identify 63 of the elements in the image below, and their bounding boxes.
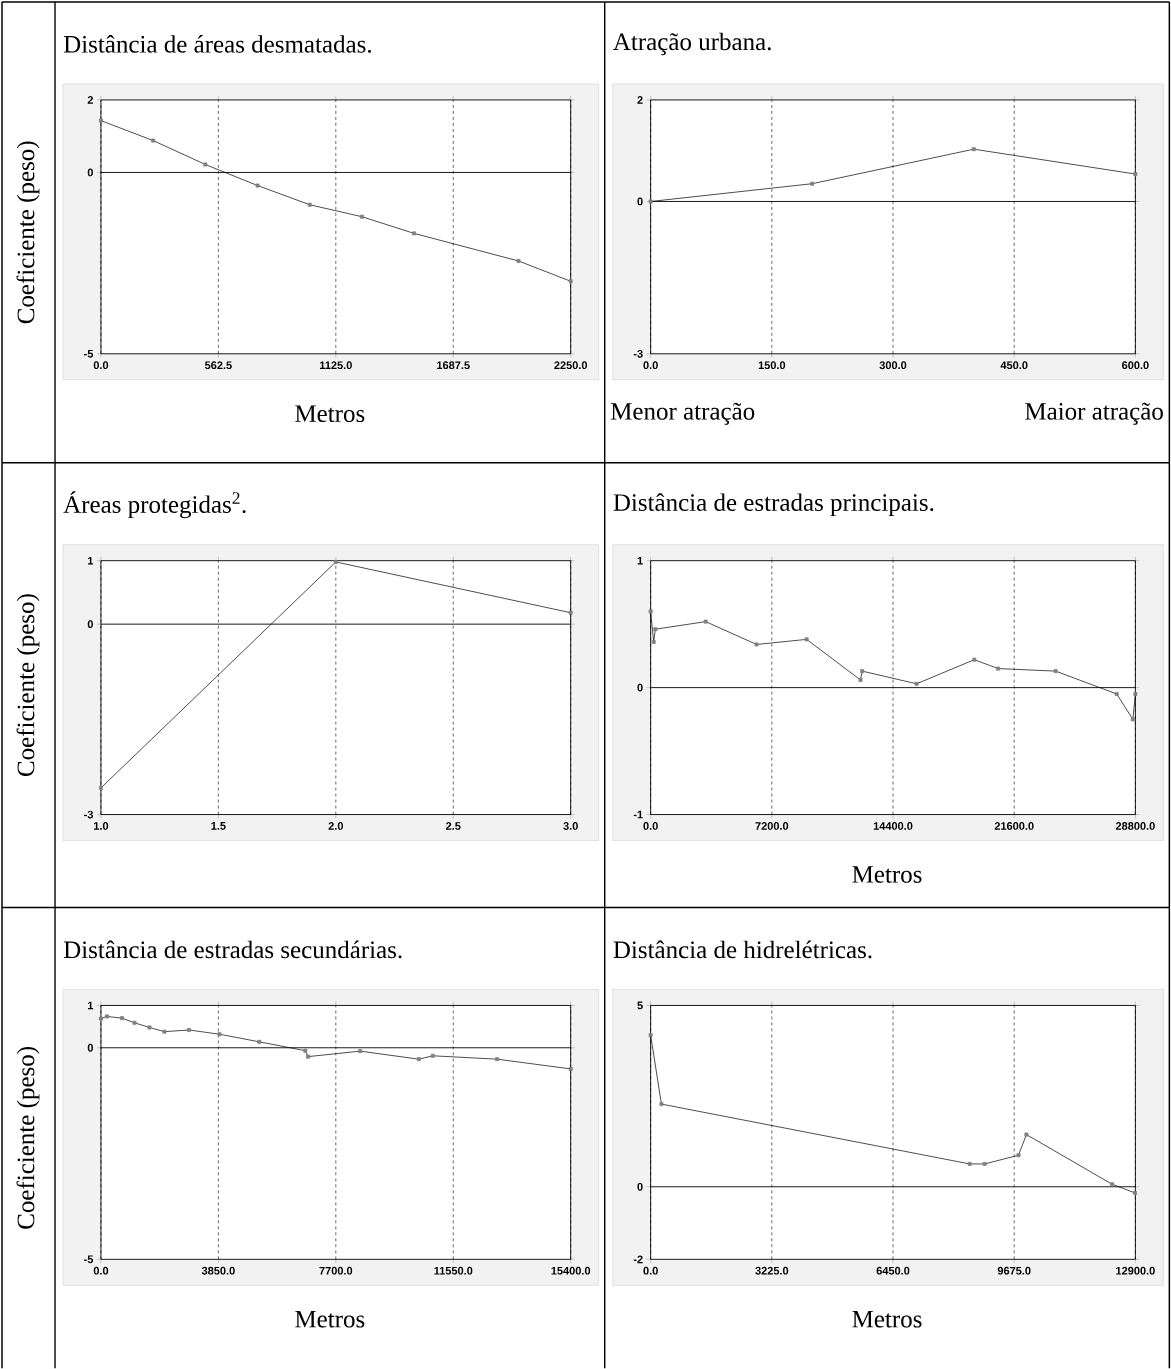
y-tick-label: 0 (87, 1043, 93, 1052)
x-tick-label: 450.0 (1000, 361, 1028, 370)
chart-title: Atração urbana. (612, 32, 771, 56)
chart-title: Distância de estradas secundárias. (63, 940, 402, 959)
x-tick-label: 9675.0 (997, 1266, 1031, 1275)
x-tick-label: 0.0 (643, 361, 658, 370)
y-axis-title: Coeficiente (peso) (16, 141, 40, 324)
y-tick-label: 5 (637, 1001, 643, 1010)
x-tick-label: 0.0 (93, 361, 108, 370)
text: Menor atração (610, 402, 755, 425)
chart-title: Áreas protegidas$^{2}$. (63, 491, 246, 519)
x-tick-label: 3.0 (563, 822, 578, 830)
x-tick-label: 1687.5 (436, 361, 470, 370)
y-tick-label: 0 (637, 1182, 643, 1191)
x-tick-label: 12900.0 (1116, 1266, 1155, 1275)
y-tick-label: 2 (87, 96, 93, 104)
x-tick-label: 600.0 (1121, 361, 1149, 370)
y-tick-label: -5 (83, 1255, 93, 1264)
y-tick-label: -3 (633, 349, 643, 358)
x-tick-label: 562.5 (204, 361, 232, 370)
x-tick-label: 6450.0 (876, 1266, 910, 1275)
y-axis-title: Coeficiente (peso) (16, 594, 40, 777)
x-tick-label: 2250.0 (554, 361, 587, 370)
x-tick-label: 15400.0 (551, 1266, 590, 1275)
y-tick-label: 0 (637, 683, 643, 692)
x-tick-label: 3850.0 (201, 1266, 235, 1275)
x-tick-label: 21600.0 (994, 822, 1034, 830)
x-tick-label: 300.0 (879, 361, 907, 370)
y-tick-label: -2 (633, 1255, 643, 1264)
x-tick-label: 11550.0 (434, 1266, 473, 1275)
x-tick-label: 150.0 (758, 361, 785, 370)
x-tick-label: 0.0 (643, 822, 658, 830)
x-tick-label: 1125.0 (319, 361, 352, 370)
x-tick-label: 1.0 (93, 822, 108, 830)
y-tick-label: 0 (87, 620, 93, 629)
y-tick-label: -3 (83, 810, 93, 819)
y-tick-label: 1 (637, 556, 643, 565)
y-tick-label: 1 (87, 556, 93, 565)
x-tick-label: 0.0 (93, 1266, 108, 1275)
x-tick-label: 1.5 (211, 822, 226, 830)
x-tick-label: 7200.0 (755, 822, 789, 830)
x-axis-title: Metros (294, 405, 365, 423)
x-axis-title: Metros (294, 1310, 365, 1328)
x-axis-title: Metros (852, 866, 922, 883)
y-tick-label: 2 (637, 96, 643, 104)
x-tick-label: 2.5 (445, 822, 461, 830)
y-tick-label: -1 (633, 810, 643, 819)
x-tick-label: 0.0 (643, 1266, 658, 1275)
text: Maior atração (1024, 402, 1163, 425)
chart-title: Distância de áreas desmatadas. (63, 35, 371, 53)
x-tick-label: 7700.0 (319, 1266, 352, 1275)
y-axis-title: Coeficiente (peso) (16, 1047, 40, 1229)
y-tick-label: 1 (87, 1001, 93, 1010)
x-tick-label: 3225.0 (755, 1266, 789, 1275)
x-tick-label: 28800.0 (1115, 822, 1155, 830)
x-tick-label: 14400.0 (873, 822, 913, 830)
y-tick-label: 0 (87, 168, 93, 177)
y-tick-label: -5 (83, 349, 93, 358)
chart-title: Distância de hidrelétricas. (613, 940, 872, 959)
y-tick-label: 0 (637, 197, 643, 206)
x-tick-label: 2.0 (328, 822, 343, 830)
x-axis-title: Metros (852, 1310, 922, 1328)
chart-title: Distância de estradas principais. (613, 493, 934, 517)
